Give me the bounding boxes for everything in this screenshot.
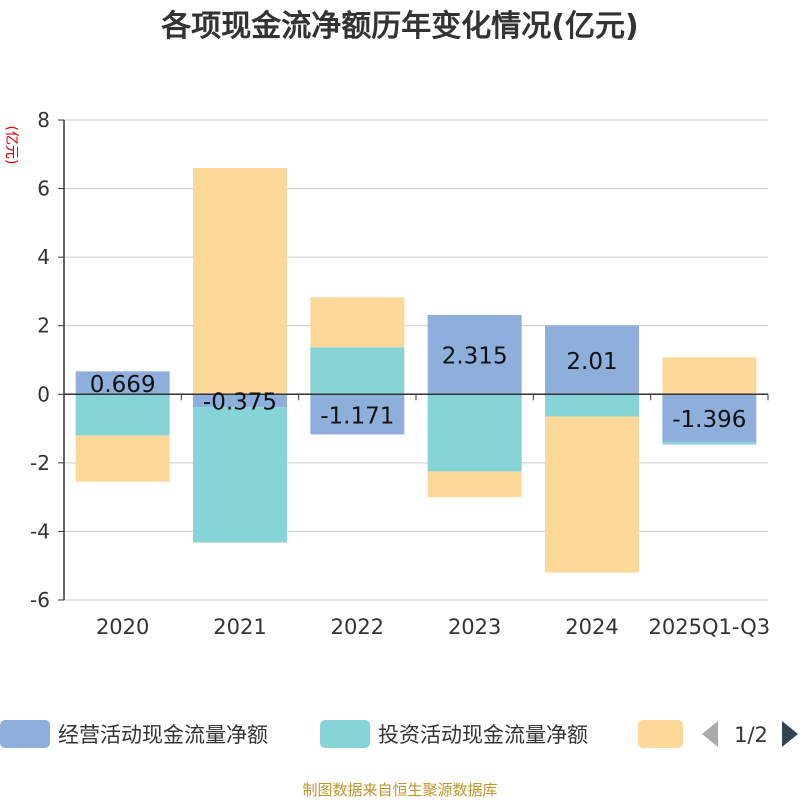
legend-next-page-icon[interactable]	[782, 721, 798, 747]
bar-series1-2022[interactable]	[310, 347, 405, 395]
bar-series2-2021[interactable]	[193, 168, 287, 395]
bar-series2-2025Q1-Q3[interactable]	[662, 357, 757, 395]
y-tick-label: 0	[37, 382, 50, 406]
bar-series2-2024[interactable]	[545, 416, 639, 573]
y-tick-label: -4	[30, 519, 50, 543]
x-tick-label: 2021	[213, 615, 266, 639]
x-tick-label: 2023	[448, 615, 501, 639]
legend-label-investing[interactable]: 投资活动现金流量净额	[378, 723, 588, 747]
x-tick-label: 2022	[331, 615, 384, 639]
source-note: 制图数据来自恒生聚源数据库	[302, 781, 497, 799]
bar-series1-2020[interactable]	[75, 394, 170, 436]
bar-series2-2023[interactable]	[427, 471, 522, 498]
data-label: -1.396	[672, 407, 746, 433]
data-label: 2.01	[566, 349, 617, 375]
bar-series0-2022[interactable]	[310, 394, 405, 435]
legend-page-indicator: 1/2	[734, 723, 768, 747]
chart-title: 各项现金流净额历年变化情况(亿元)	[160, 9, 638, 44]
data-label: -0.375	[203, 390, 277, 416]
bar-series-group	[75, 168, 757, 573]
bar-series1-2025Q1-Q3[interactable]	[662, 442, 757, 445]
x-tick-label: 2025Q1-Q3	[649, 615, 771, 639]
bar-series0-2021[interactable]	[193, 394, 287, 408]
data-label: 0.669	[90, 372, 156, 398]
bar-series1-2023[interactable]	[427, 394, 522, 472]
x-tick-label: 2024	[565, 615, 618, 639]
bar-series1-2024[interactable]	[545, 394, 639, 417]
axes: -6 -4 -2 0 2 4 6 8 2020 2021 2022 2023 2024 2025Q1-Q3	[30, 108, 770, 639]
legend-swatch-investing[interactable]	[320, 720, 370, 748]
bar-series0-2024[interactable]	[545, 325, 639, 395]
y-tick-label: 4	[37, 245, 50, 269]
y-tick-label: 2	[37, 314, 50, 338]
legend-swatch-operating[interactable]	[0, 720, 50, 748]
y-axis-unit-label: (亿元)	[3, 126, 19, 165]
y-tick-label: 8	[37, 108, 50, 132]
legend[interactable]: 经营活动现金流量净额 投资活动现金流量净额 1/2	[0, 720, 798, 748]
data-label: 2.315	[442, 344, 508, 370]
legend-prev-page-icon[interactable]	[702, 721, 718, 747]
y-tick-label: -6	[30, 588, 50, 612]
y-tick-label: -2	[30, 451, 50, 475]
bar-series0-2023[interactable]	[427, 314, 522, 395]
y-tick-label: 6	[37, 177, 50, 201]
bar-series0-2020[interactable]	[75, 371, 170, 395]
bar-series2-2022[interactable]	[310, 297, 405, 348]
x-tick-label: 2020	[96, 615, 149, 639]
data-label: -1.171	[320, 403, 394, 429]
bar-series2-2020[interactable]	[75, 435, 170, 482]
data-labels: 0.669 -0.375 -1.171 2.315 2.01 -1.396	[90, 344, 747, 434]
legend-label-operating[interactable]: 经营活动现金流量净额	[58, 723, 268, 747]
bar-series1-2021[interactable]	[193, 407, 287, 543]
bar-series0-2025Q1-Q3[interactable]	[662, 394, 757, 443]
legend-swatch-financing[interactable]	[638, 720, 683, 748]
